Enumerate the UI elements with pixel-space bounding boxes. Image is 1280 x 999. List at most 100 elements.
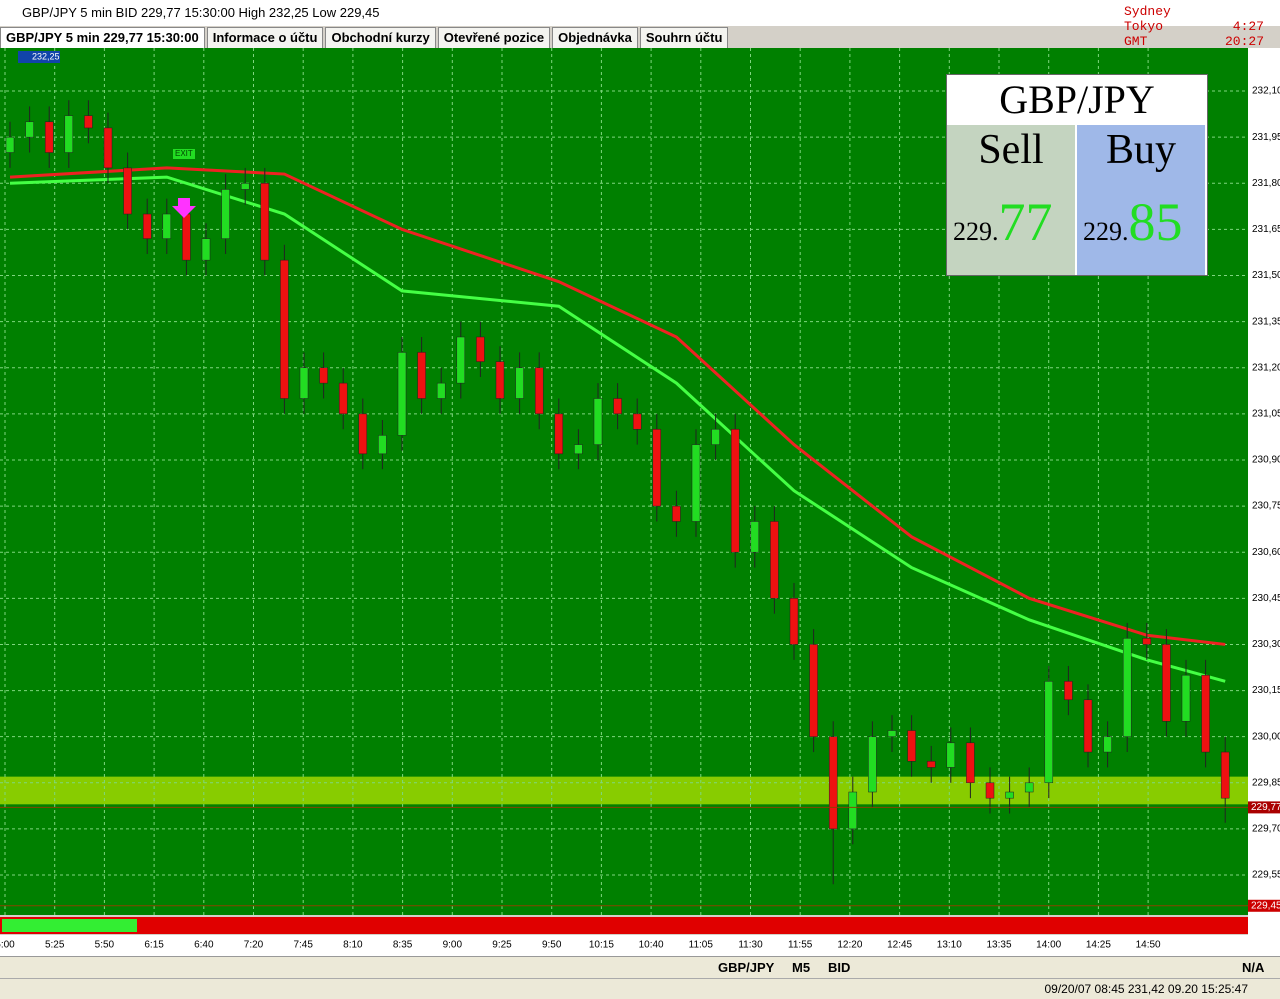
candle-body <box>1064 681 1073 701</box>
quote-panel[interactable]: GBP/JPY Sell 229.77 Buy 229.85 <box>946 74 1208 276</box>
candle-body <box>25 121 34 138</box>
y-tick-label: 230,60 <box>1252 547 1280 558</box>
toolbar-item[interactable]: BID <box>828 960 851 975</box>
toolbar-item[interactable]: M5 <box>792 960 811 975</box>
candle-body <box>123 167 132 215</box>
price-marker <box>1248 801 1280 814</box>
tab[interactable]: GBP/JPY 5 min 229,77 15:30:00 <box>0 27 205 49</box>
x-tick-label: 14:50 <box>1136 940 1161 951</box>
candle-body <box>240 183 250 190</box>
buy-small: 85 <box>1128 192 1183 252</box>
candle-body <box>809 644 818 737</box>
tab[interactable]: Souhrn účtu <box>639 27 729 49</box>
clock-row: Sydney <box>1124 4 1264 19</box>
y-tick-label: 230,75 <box>1252 501 1280 512</box>
x-tick-label: 10:15 <box>589 940 614 951</box>
candle-body <box>1005 791 1014 799</box>
candle-body <box>1220 751 1230 799</box>
y-tick-label: 229,85 <box>1252 777 1280 788</box>
quote-symbol: GBP/JPY <box>999 77 1155 122</box>
signal-strip <box>0 917 1248 934</box>
candle-body <box>495 361 505 399</box>
toolbar-item[interactable]: GBP/JPY <box>718 960 775 975</box>
candle-body <box>534 367 544 415</box>
tab[interactable]: Otevřené pozice <box>437 27 551 49</box>
candle-body <box>397 352 407 436</box>
candle-body <box>5 136 15 153</box>
candle-body <box>338 382 348 415</box>
clock-city: Tokyo <box>1124 19 1164 34</box>
clock-city: GMT <box>1124 34 1148 49</box>
candle-body <box>652 428 662 507</box>
y-tick-label: 229,70 <box>1252 824 1280 835</box>
tab[interactable]: Obchodní kurzy <box>325 27 436 49</box>
candle-body <box>201 238 211 261</box>
candle-body <box>770 521 779 599</box>
buy-label: Buy <box>1105 127 1176 173</box>
candle-body <box>1024 782 1034 793</box>
candle-body <box>632 413 642 430</box>
candle-body <box>44 121 54 153</box>
x-tick-label: 6:15 <box>144 940 164 951</box>
candle-body <box>593 398 603 445</box>
price-marker-label: 229,77 <box>1251 802 1280 813</box>
candle-body <box>574 444 583 455</box>
status-bar: 09/20/07 08:45 231,42 09.20 15:25:47 <box>0 978 1280 999</box>
candle-body <box>378 435 387 455</box>
candle-body <box>280 259 289 399</box>
y-tick-label: 230,15 <box>1252 685 1280 696</box>
candle-body <box>1201 674 1210 753</box>
y-tick-label: 230,30 <box>1252 639 1280 650</box>
candle-body <box>142 213 152 239</box>
tab[interactable]: Informace o účtu <box>206 27 324 49</box>
candle-body <box>84 115 93 129</box>
y-tick-label: 230,90 <box>1252 455 1280 466</box>
x-tick-label: 11:30 <box>738 940 763 951</box>
candle-body <box>985 782 995 799</box>
candle-body <box>64 115 74 153</box>
x-tick-label: 9:00 <box>443 940 463 951</box>
y-tick-label: 231,20 <box>1252 362 1280 373</box>
candle-body <box>103 127 113 169</box>
clock-city: Sydney <box>1124 4 1171 19</box>
candle-body <box>1142 638 1152 645</box>
y-tick-label: 231,65 <box>1252 224 1280 235</box>
y-tick-label: 232,10 <box>1252 86 1280 97</box>
clock-time: 20:27 <box>1224 34 1264 49</box>
candle-body <box>1083 699 1093 753</box>
x-tick-label: 11:55 <box>788 940 813 951</box>
tab[interactable]: Objednávka <box>552 27 638 49</box>
candle-body <box>456 336 466 384</box>
candle-body <box>926 761 936 768</box>
tab-bar: GBP/JPY 5 min 229,77 15:30:00 Informace o… <box>0 27 729 49</box>
buy-box[interactable]: Buy 229.85 <box>1077 125 1205 275</box>
x-tick-label: 12:20 <box>837 940 862 951</box>
candle-body <box>1181 674 1191 722</box>
x-tick-label: 12:45 <box>887 940 912 951</box>
y-tick-label: 231,95 <box>1252 132 1280 143</box>
y-tick-label: 230,45 <box>1252 593 1280 604</box>
clock-time: 4:27 <box>1232 19 1264 34</box>
candle-body <box>476 336 485 362</box>
x-tick-label: 5:00 <box>0 940 15 951</box>
x-tick-label: 8:35 <box>393 940 413 951</box>
candle-body <box>750 521 760 553</box>
price-marker-label: 229,45 <box>1251 900 1280 911</box>
price-marker <box>1248 899 1280 912</box>
candle-body <box>828 736 838 830</box>
sell-box[interactable]: Sell 229.77 <box>947 125 1075 275</box>
x-tick-label: 9:25 <box>492 940 512 951</box>
high-badge <box>18 51 60 63</box>
candle-body <box>358 413 368 455</box>
exit-badge <box>173 149 195 159</box>
y-tick-label: 231,50 <box>1252 270 1280 281</box>
y-tick-label: 231,05 <box>1252 409 1280 420</box>
clock-row: GMT 20:27 <box>1124 34 1264 49</box>
toolbar: GBP/JPY M5 BID N/A <box>0 956 1280 979</box>
toolbar-item[interactable]: N/A <box>1242 960 1265 975</box>
sell-small: 77 <box>998 192 1053 252</box>
y-tick-label: 230,00 <box>1252 731 1280 742</box>
candle-body <box>1122 638 1132 737</box>
sell-label: Sell <box>978 127 1044 173</box>
